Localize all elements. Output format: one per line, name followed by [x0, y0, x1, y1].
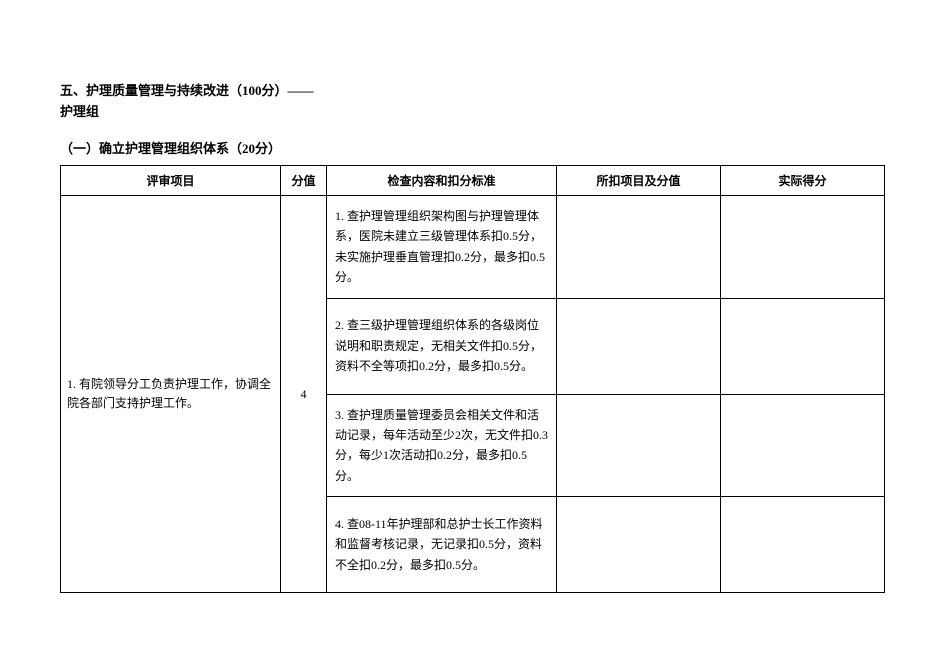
actual-cell — [721, 497, 885, 593]
header-content: 检查内容和扣分标准 — [327, 166, 557, 196]
page-title-line2: 护理组 — [60, 101, 885, 120]
content-cell: 3. 查护理质量管理委员会相关文件和活动记录，每年活动至少2次，无文件扣0.3分… — [327, 394, 557, 497]
score-cell: 4 — [281, 196, 327, 593]
table-header-row: 评审项目 分值 检查内容和扣分标准 所扣项目及分值 实际得分 — [61, 166, 885, 196]
header-project: 评审项目 — [61, 166, 281, 196]
actual-cell — [721, 394, 885, 497]
header-score: 分值 — [281, 166, 327, 196]
section-subtitle: （一）确立护理管理组织体系（20分） — [60, 138, 885, 157]
content-cell: 4. 查08-11年护理部和总护士长工作资料和监督考核记录，无记录扣0.5分，资… — [327, 497, 557, 593]
content-cell: 1. 查护理管理组织架构图与护理管理体系，医院未建立三级管理体系扣0.5分，未实… — [327, 196, 557, 299]
actual-cell — [721, 196, 885, 299]
evaluation-table: 评审项目 分值 检查内容和扣分标准 所扣项目及分值 实际得分 1. 有院领导分工… — [60, 165, 885, 593]
actual-cell — [721, 298, 885, 394]
page-title-line1: 五、护理质量管理与持续改进（100分）—— — [60, 80, 885, 99]
content-cell: 2. 查三级护理管理组织体系的各级岗位说明和职责规定，无相关文件扣0.5分，资料… — [327, 298, 557, 394]
deduct-cell — [557, 394, 721, 497]
deduct-cell — [557, 497, 721, 593]
deduct-cell — [557, 298, 721, 394]
project-cell: 1. 有院领导分工负责护理工作，协调全院各部门支持护理工作。 — [61, 196, 281, 593]
header-actual: 实际得分 — [721, 166, 885, 196]
header-deduct: 所扣项目及分值 — [557, 166, 721, 196]
deduct-cell — [557, 196, 721, 299]
table-row: 1. 有院领导分工负责护理工作，协调全院各部门支持护理工作。 4 1. 查护理管… — [61, 196, 885, 299]
